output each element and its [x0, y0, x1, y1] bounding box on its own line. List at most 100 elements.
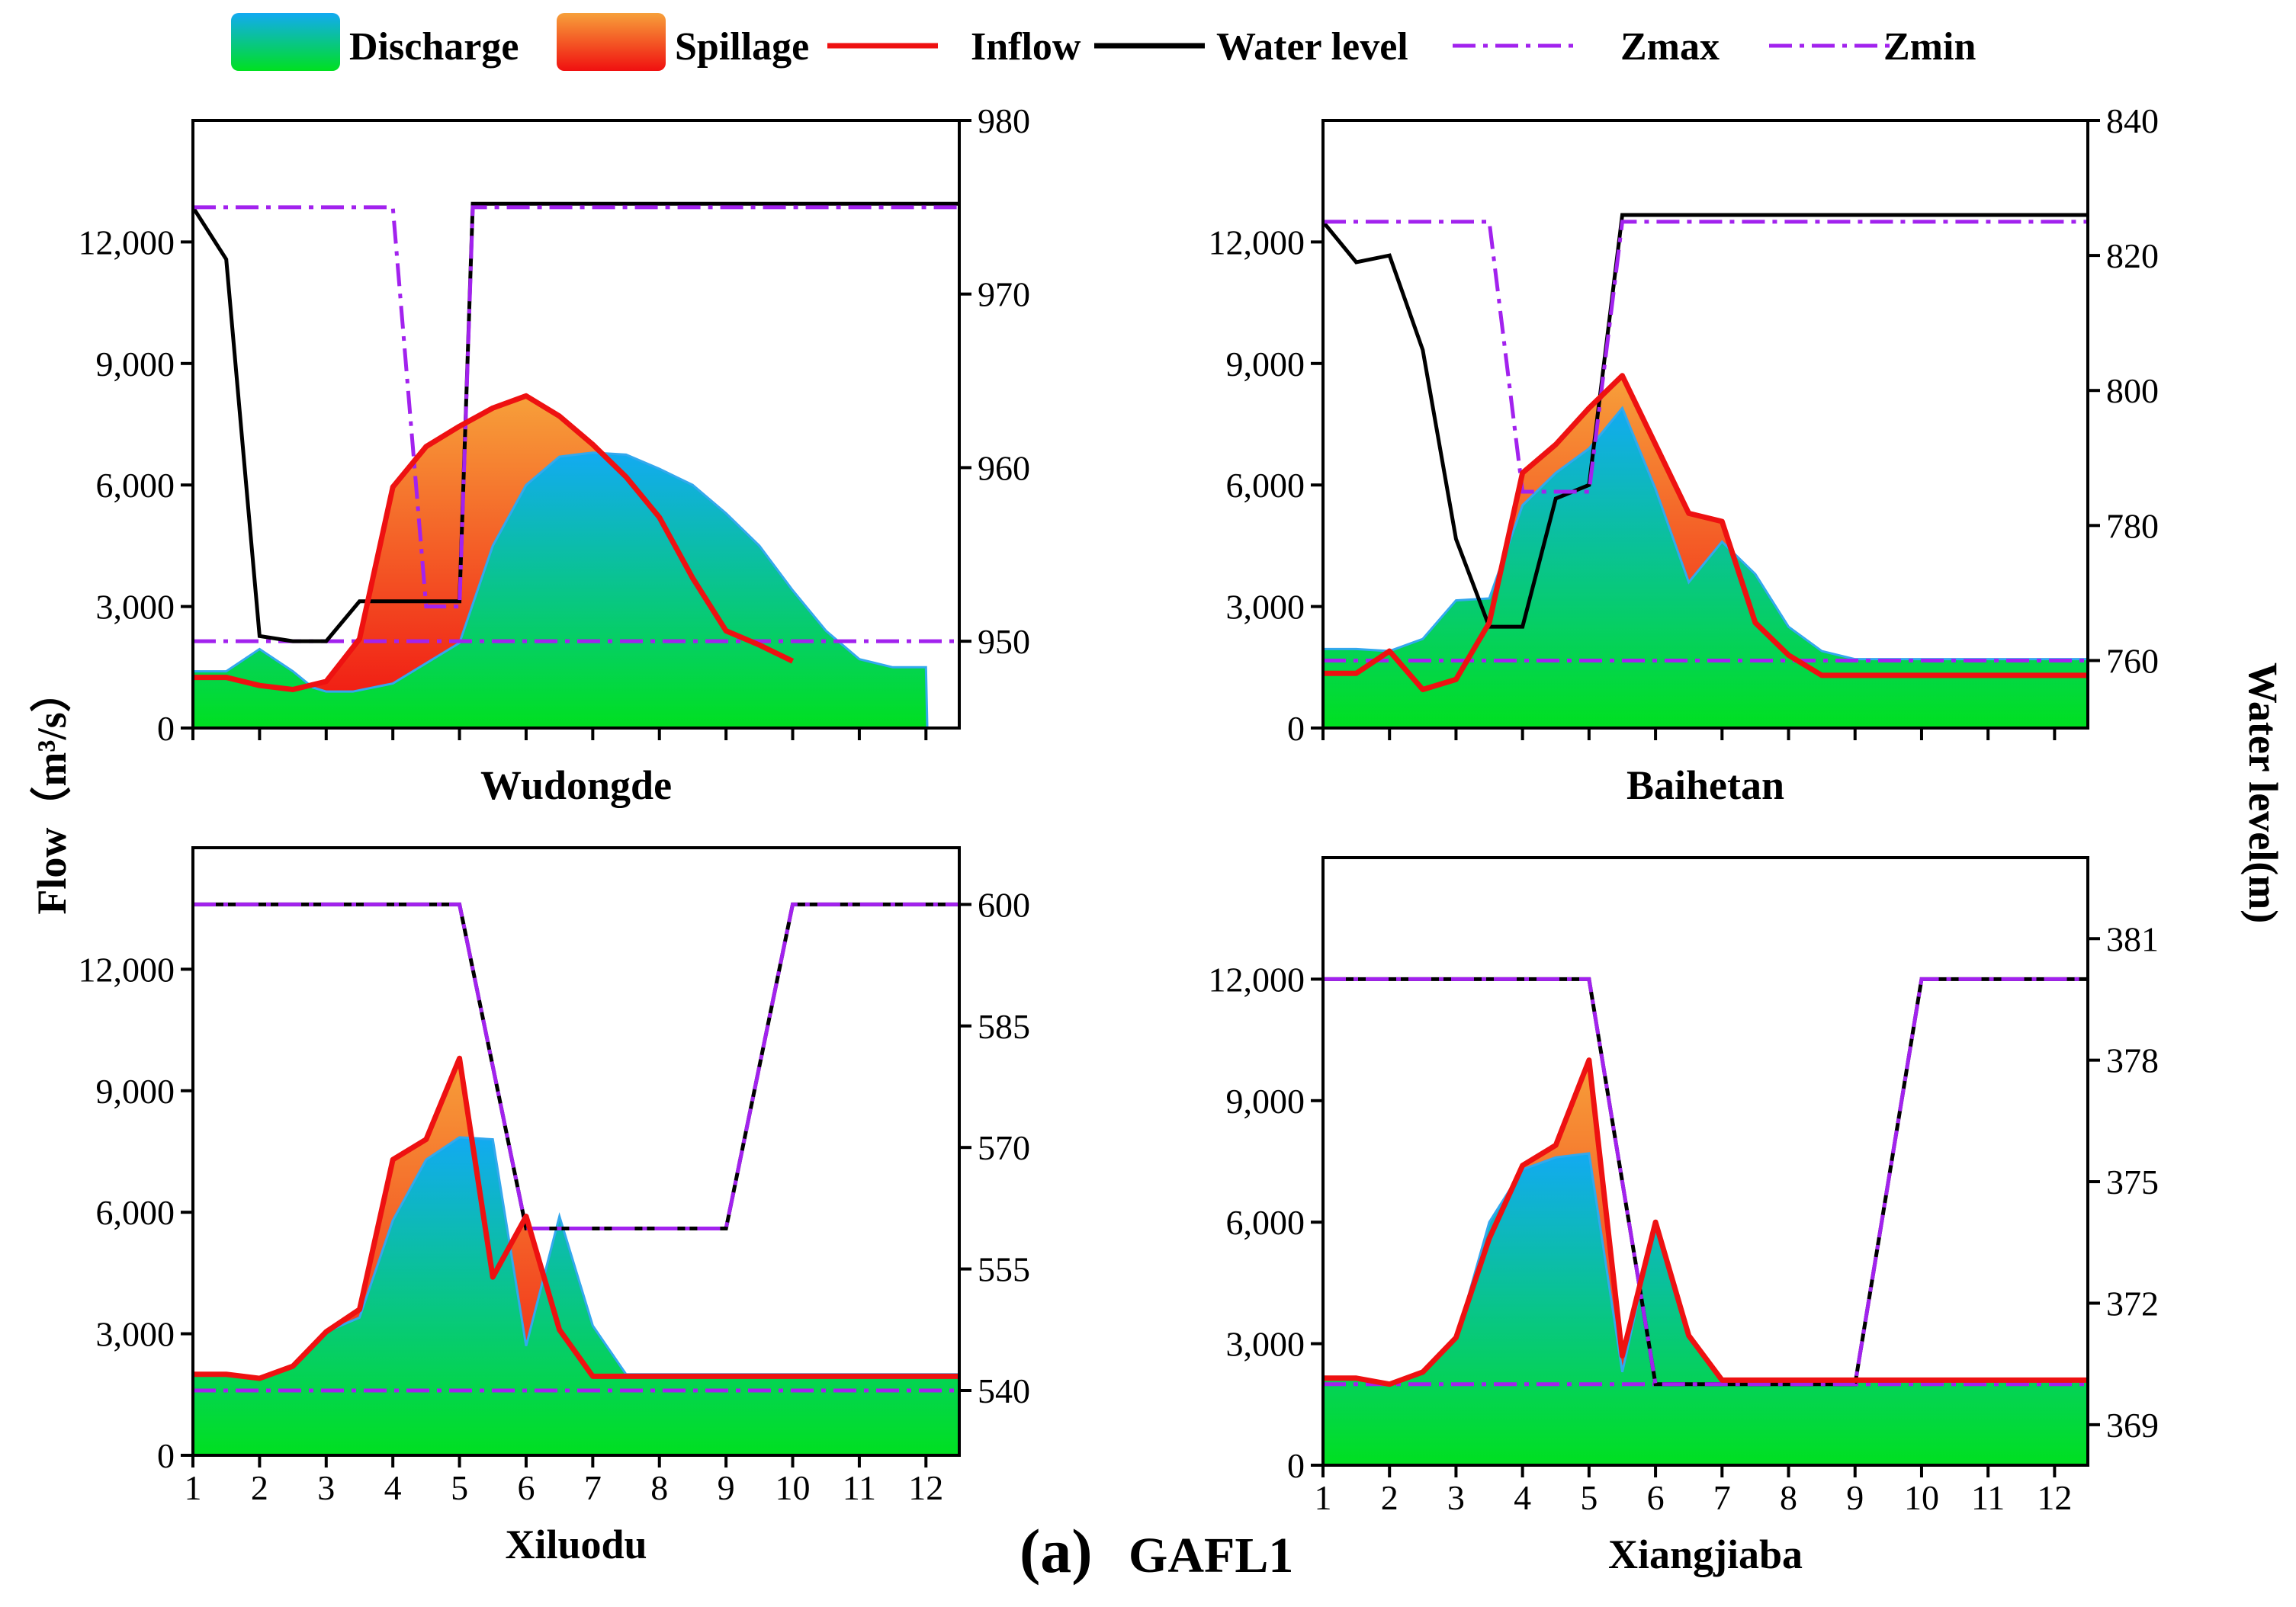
caption-name: GAFL1 — [1129, 1528, 1293, 1583]
xiangjiaba-y-tick-label: 3,000 — [1226, 1325, 1305, 1364]
baihetan-y-tick-label: 9,000 — [1226, 345, 1305, 383]
xiluodu-x-tick-label: 2 — [251, 1468, 268, 1507]
wudongde-plot-area — [193, 201, 959, 728]
legend-discharge-label: Discharge — [349, 25, 519, 69]
xiangjiaba-y-tick-label: 6,000 — [1226, 1203, 1305, 1242]
xiluodu-y-tick-label: 6,000 — [96, 1193, 175, 1232]
xiangjiaba-discharge-area — [1323, 1152, 2088, 1465]
xiangjiaba-x-tick-label: 5 — [1580, 1478, 1598, 1517]
xiangjiaba-x-tick-label: 7 — [1713, 1478, 1731, 1517]
xiluodu-title: Xiluodu — [505, 1522, 647, 1567]
xiluodu-y-tick-label: 3,000 — [96, 1315, 175, 1354]
baihetan-y2-tick-label: 820 — [2106, 236, 2159, 275]
xiluodu-x-tick-label: 12 — [908, 1468, 943, 1507]
xiangjiaba-y2-tick-label: 375 — [2106, 1163, 2159, 1201]
xiangjiaba-x-tick-label: 1 — [1315, 1478, 1332, 1517]
xiangjiaba-plot-area — [1323, 977, 2088, 1465]
wudongde-title: Wudongde — [480, 762, 672, 808]
wudongde-y2-tick-label: 970 — [978, 275, 1030, 314]
xiangjiaba-x-tick-label: 8 — [1780, 1478, 1797, 1517]
xiluodu-x-tick-label: 1 — [185, 1468, 202, 1507]
xiluodu-x-tick-label: 6 — [517, 1468, 535, 1507]
xiangjiaba-inflow-line — [1323, 1057, 2088, 1387]
wudongde-y2-tick-label: 960 — [978, 448, 1030, 487]
baihetan-title: Baihetan — [1626, 762, 1784, 808]
wudongde-y2-tick-label: 980 — [978, 101, 1030, 140]
baihetan-y2-tick-label: 780 — [2106, 506, 2159, 545]
xiangjiaba-zmax-line — [1323, 977, 2088, 1387]
xiluodu-y-tick-label: 12,000 — [79, 950, 175, 989]
xiluodu-y2-tick-label: 540 — [978, 1371, 1030, 1410]
baihetan-zmax-line — [1323, 220, 2088, 494]
xiangjiaba-water-level-line — [1323, 977, 2088, 1387]
wudongde-frame — [191, 119, 961, 730]
baihetan-y-tick-label: 0 — [1287, 709, 1305, 748]
wudongde-y-tick-label: 12,000 — [79, 223, 175, 261]
legend-inflow-label: Inflow — [971, 25, 1081, 69]
xiluodu-y-tick-label: 0 — [157, 1436, 175, 1475]
right-axis-title: Water level(m) — [2240, 662, 2286, 923]
xiluodu-water-level-line — [193, 902, 959, 1230]
legend-spillage-swatch — [557, 13, 666, 71]
xiluodu-x-tick-label: 7 — [584, 1468, 602, 1507]
xiluodu-y2-tick-label: 600 — [978, 885, 1030, 924]
wudongde-y-tick-label: 3,000 — [96, 588, 175, 627]
xiangjiaba-x-tick-label: 9 — [1846, 1478, 1864, 1517]
panel-wudongde: 0 3,000 6,000 9,000 12,000 950 960 970 980 Wudong… — [79, 101, 1031, 808]
baihetan-y-tick-label: 3,000 — [1226, 588, 1305, 627]
legend-zmin-label: Zmin — [1883, 25, 1976, 69]
xiangjiaba-y2-tick-label: 372 — [2106, 1284, 2159, 1323]
legend-water-level-label: Water level — [1216, 25, 1408, 69]
xiluodu-inflow-line — [193, 1055, 959, 1381]
baihetan-plot-area — [1323, 213, 2088, 728]
panel-baihetan: 0 3,000 6,000 9,000 12,000 760 780 800 820 840 Bai… — [1209, 101, 2160, 808]
xiangjiaba-y2-tick-label: 369 — [2106, 1406, 2159, 1445]
wudongde-discharge-area — [193, 451, 929, 728]
xiangjiaba-y2-tick-label: 378 — [2106, 1041, 2159, 1080]
xiluodu-x-tick-label: 10 — [776, 1468, 811, 1507]
wudongde-y-tick-label: 9,000 — [96, 345, 175, 383]
xiluodu-x-tick-label: 3 — [317, 1468, 335, 1507]
panels: 03,0006,0009,00012,000950960970980Wudong… — [79, 101, 2160, 1577]
xiluodu-x-tick-label: 9 — [718, 1468, 735, 1507]
wudongde-zmax-line — [193, 205, 959, 609]
xiluodu-frame — [191, 846, 961, 1457]
xiluodu-x-tick-label: 8 — [650, 1468, 668, 1507]
xiluodu-y2-tick-label: 555 — [978, 1250, 1030, 1289]
wudongde-inflow-line — [193, 393, 795, 693]
baihetan-y2-tick-label: 840 — [2106, 101, 2159, 140]
xiangjiaba-x-tick-label: 4 — [1514, 1478, 1531, 1517]
xiangjiaba-frame — [1321, 856, 2089, 1467]
xiangjiaba-y2-tick-label: 381 — [2106, 919, 2159, 958]
xiangjiaba-x-tick-label: 3 — [1447, 1478, 1465, 1517]
xiluodu-x-tick-label: 11 — [843, 1468, 876, 1507]
xiangjiaba-y-tick-label: 9,000 — [1226, 1082, 1305, 1121]
baihetan-frame — [1321, 119, 2089, 730]
left-axis-title: Flow（m³/s） — [29, 671, 75, 914]
xiangjiaba-x-tick-label: 6 — [1647, 1478, 1665, 1517]
xiluodu-x-tick-label: 4 — [384, 1468, 402, 1507]
xiangjiaba-x-tick-label: 12 — [2037, 1478, 2072, 1517]
xiangjiaba-x-tick-label: 11 — [1971, 1478, 2005, 1517]
baihetan-y2-tick-label: 800 — [2106, 371, 2159, 410]
xiluodu-plot-area — [193, 902, 959, 1455]
xiangjiaba-title: Xiangjiaba — [1608, 1532, 1803, 1577]
xiluodu-y2-tick-label: 585 — [978, 1007, 1030, 1046]
baihetan-y-tick-label: 12,000 — [1209, 223, 1305, 261]
baihetan-discharge-area — [1323, 406, 2088, 728]
baihetan-y2-tick-label: 760 — [2106, 641, 2159, 680]
xiangjiaba-y-tick-label: 12,000 — [1209, 960, 1305, 999]
wudongde-y-tick-label: 0 — [157, 709, 175, 748]
xiluodu-y2-tick-label: 570 — [978, 1128, 1030, 1167]
legend-discharge-swatch — [231, 13, 340, 71]
caption-letter: (a) — [1020, 1516, 1093, 1586]
xiluodu-zmax-line — [193, 902, 959, 1230]
wudongde-y2-tick-label: 950 — [978, 622, 1030, 661]
legend-spillage-label: Spillage — [675, 25, 809, 69]
xiangjiaba-y-tick-label: 0 — [1287, 1446, 1305, 1485]
baihetan-y-tick-label: 6,000 — [1226, 466, 1305, 505]
wudongde-y-tick-label: 6,000 — [96, 466, 175, 505]
